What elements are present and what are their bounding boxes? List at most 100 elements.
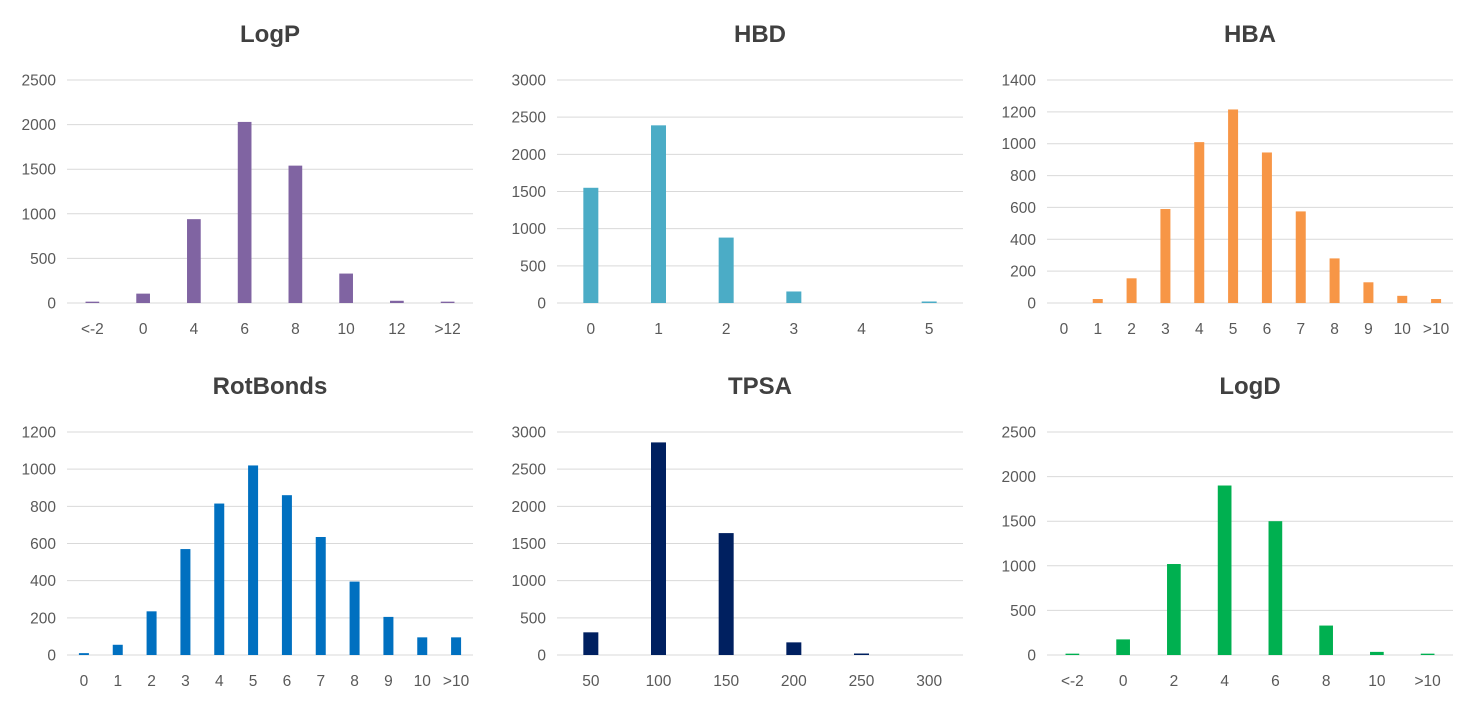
chart-hbd: HBD 0 500 1000 1500 2000 2500 3000 0 1 2 3 4 5 — [512, 21, 963, 338]
bar-logp-6 — [390, 300, 404, 303]
y-tick-label: 2500 — [1002, 425, 1037, 442]
bar-hba-1 — [1092, 299, 1103, 303]
x-tick-label: 150 — [713, 673, 739, 690]
bar-logd-7 — [1420, 653, 1435, 655]
y-tick-label: 800 — [1010, 168, 1036, 185]
y-tick-label: 500 — [520, 610, 546, 627]
y-tick-label: 400 — [30, 573, 56, 590]
x-tick-label: 250 — [849, 673, 875, 690]
bar-hbd-0 — [583, 187, 599, 303]
x-tick-label: 2 — [1170, 673, 1179, 690]
x-tick-label: 3 — [790, 321, 799, 338]
x-tick-label: 12 — [388, 321, 405, 338]
bar-rotbonds-6 — [281, 495, 292, 655]
chart-title: HBD — [734, 21, 786, 48]
bar-hba-5 — [1228, 109, 1239, 303]
x-tick-label: 10 — [1368, 673, 1386, 690]
bar-rotbonds-11 — [451, 637, 462, 655]
bar-tpsa-0 — [583, 632, 599, 655]
y-tick-label: 0 — [47, 648, 56, 665]
y-tick-label: 0 — [537, 296, 546, 313]
chart-logp: LogP 0 500 1000 1500 2000 2500 <-2 0 4 6 8 10 12 >12 — [22, 21, 473, 338]
chart-panel-tpsa: TPSA 0 500 1000 1500 2000 2500 3000 50 100 150 200 2… — [490, 352, 963, 697]
x-tick-label: 0 — [1060, 321, 1069, 338]
y-tick-label: 1000 — [22, 206, 57, 223]
chart-panel-logp: LogP 0 500 1000 1500 2000 2500 <-2 0 4 6 8 10 12 >12 — [0, 0, 473, 345]
bar-hba-7 — [1295, 211, 1306, 303]
y-tick-label: 1000 — [1002, 558, 1037, 575]
y-tick-label: 600 — [30, 536, 56, 553]
x-tick-label: 5 — [249, 673, 258, 690]
chart-panel-hbd: HBD 0 500 1000 1500 2000 2500 3000 0 1 2 3 4 5 — [490, 0, 963, 345]
y-tick-label: 1000 — [22, 462, 57, 479]
chart-title: LogP — [240, 21, 300, 48]
x-tick-label: 8 — [1330, 321, 1339, 338]
bar-hbd-2 — [718, 237, 734, 303]
bar-logp-7 — [440, 301, 455, 303]
x-tick-label: 1 — [113, 673, 122, 690]
x-tick-label: <-2 — [81, 321, 104, 338]
x-tick-label: 200 — [781, 673, 807, 690]
x-tick-label: 3 — [181, 673, 190, 690]
x-tick-label: >12 — [434, 321, 460, 338]
bar-rotbonds-9 — [383, 616, 394, 655]
y-tick-label: 1500 — [512, 184, 547, 201]
bar-logd-3 — [1217, 485, 1232, 655]
x-tick-label: 0 — [587, 321, 596, 338]
bar-logd-4 — [1268, 521, 1283, 655]
bar-hba-6 — [1261, 152, 1272, 303]
chart-panel-hba: HBA 0 200 400 600 800 1000 1200 1400 0 1 2 3 4 5 6 7 8 9 10… — [980, 0, 1453, 345]
x-tick-label: 8 — [1322, 673, 1331, 690]
y-tick-label: 1200 — [22, 425, 57, 442]
chart-hba: HBA 0 200 400 600 800 1000 1200 1400 0 1 2 3 4 5 6 7 8 9 10… — [1002, 21, 1453, 338]
y-tick-label: 1000 — [512, 221, 547, 238]
bar-logd-2 — [1167, 564, 1181, 655]
x-tick-label: 4 — [215, 673, 224, 690]
bar-tpsa-2 — [718, 533, 734, 655]
y-tick-label: 1400 — [1002, 73, 1037, 90]
x-tick-label: 0 — [1119, 673, 1128, 690]
bar-hba-10 — [1397, 295, 1408, 303]
x-tick-label: >10 — [1414, 673, 1441, 690]
y-tick-label: 2500 — [22, 73, 57, 90]
x-tick-label: 5 — [925, 321, 934, 338]
x-tick-label: 4 — [190, 321, 199, 338]
chart-title: TPSA — [728, 373, 792, 400]
x-tick-label: 2 — [722, 321, 731, 338]
y-tick-label: 500 — [30, 251, 56, 268]
x-tick-label: 8 — [350, 673, 359, 690]
x-tick-label: 4 — [1220, 673, 1229, 690]
chart-panel-rotbonds: RotBonds 0 200 400 600 800 1000 1200 0 1 2 3 4 5 6 7 8 9 1… — [0, 352, 473, 697]
chart-rotbonds: RotBonds 0 200 400 600 800 1000 1200 0 1 2 3 4 5 6 7 8 9 1… — [22, 373, 473, 690]
bar-rotbonds-10 — [417, 637, 428, 655]
x-tick-label: 50 — [582, 673, 600, 690]
y-tick-label: 2000 — [512, 147, 547, 164]
x-tick-label: 7 — [1296, 321, 1305, 338]
y-tick-label: 3000 — [512, 73, 547, 90]
x-tick-label: 6 — [283, 673, 292, 690]
x-tick-label: 9 — [384, 673, 393, 690]
x-tick-label: 1 — [1093, 321, 1102, 338]
bar-logd-6 — [1370, 651, 1384, 655]
y-tick-label: 0 — [1027, 296, 1036, 313]
bar-hba-11 — [1431, 299, 1442, 303]
y-tick-label: 0 — [47, 296, 56, 313]
x-tick-label: 0 — [80, 673, 89, 690]
y-tick-label: 800 — [30, 499, 56, 516]
bar-hbd-3 — [786, 291, 802, 303]
bar-hba-2 — [1126, 278, 1137, 303]
chart-tpsa: TPSA 0 500 1000 1500 2000 2500 3000 50 100 150 200 2… — [512, 373, 963, 690]
bar-hbd-5 — [921, 301, 937, 303]
x-tick-label: 8 — [291, 321, 300, 338]
x-tick-label: 1 — [654, 321, 663, 338]
bar-logp-4 — [288, 165, 303, 303]
y-tick-label: 500 — [520, 258, 546, 275]
x-tick-label: 5 — [1229, 321, 1238, 338]
x-tick-label: 10 — [414, 673, 432, 690]
chart-logd: LogD 0 500 1000 1500 2000 2500 <-2 0 2 4 6 8 10 >10 — [1002, 373, 1453, 690]
y-tick-label: 600 — [1010, 200, 1036, 217]
bar-rotbonds-8 — [349, 581, 360, 655]
bar-rotbonds-0 — [78, 653, 89, 655]
chart-title: RotBonds — [213, 373, 328, 400]
bar-logd-5 — [1319, 625, 1333, 655]
